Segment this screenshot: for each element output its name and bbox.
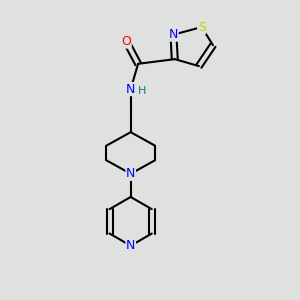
Text: S: S <box>198 21 206 34</box>
Text: O: O <box>121 35 131 48</box>
Text: N: N <box>126 82 135 96</box>
Text: N: N <box>126 239 135 252</box>
Text: N: N <box>169 28 178 41</box>
Text: H: H <box>137 86 146 96</box>
Text: N: N <box>126 167 135 180</box>
